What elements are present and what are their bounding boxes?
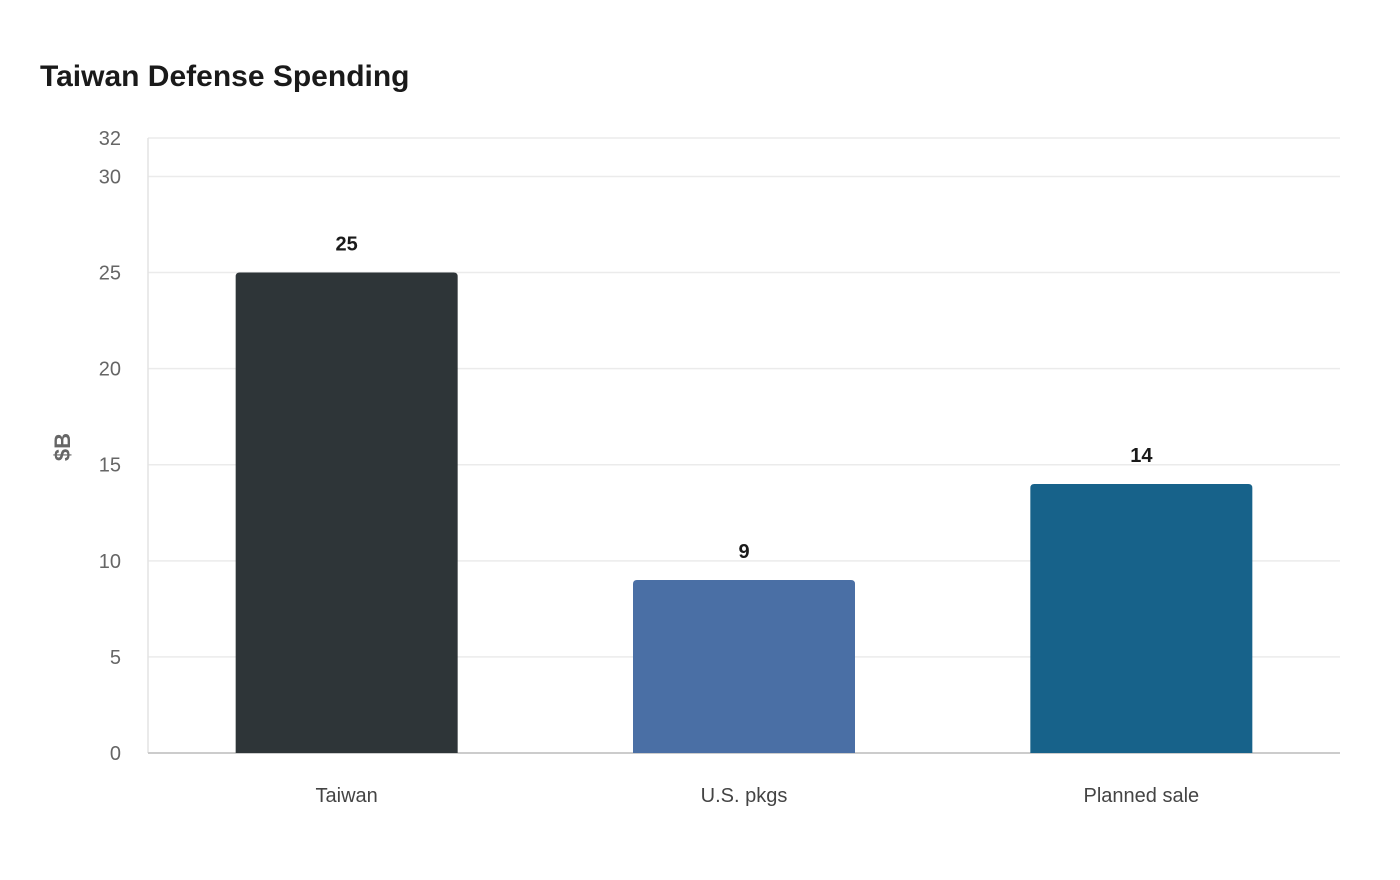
y-tick-label: 15 (99, 455, 121, 477)
y-tick-label: 32 (99, 128, 121, 150)
bars (235, 272, 1253, 753)
y-tick-label: 10 (99, 551, 121, 573)
y-tick-label: 5 (110, 647, 121, 669)
y-axis-title: $B (50, 433, 75, 461)
value-label: 9 (738, 541, 749, 563)
category-label: Taiwan (316, 785, 378, 807)
y-tick-label: 0 (110, 743, 121, 765)
category-label: U.S. pkgs (701, 785, 788, 807)
bar-planned-sale (1030, 483, 1253, 753)
bar-taiwan (235, 272, 458, 753)
value-label: 14 (1130, 445, 1153, 467)
y-tick-label: 30 (99, 166, 121, 188)
category-labels: Taiwan U.S. pkgs Planned sale (316, 785, 1200, 807)
category-label: Planned sale (1084, 785, 1200, 807)
y-tick-label: 20 (99, 359, 121, 381)
bar-u-s-pkgs (633, 580, 855, 753)
chart-title: Taiwan Defense Spending (40, 60, 410, 93)
value-labels: 25 9 14 (336, 234, 1154, 564)
y-tick-labels: 0 5 10 15 20 25 30 32 (99, 128, 121, 765)
value-label: 25 (336, 234, 358, 256)
y-tick-label: 25 (99, 263, 121, 285)
